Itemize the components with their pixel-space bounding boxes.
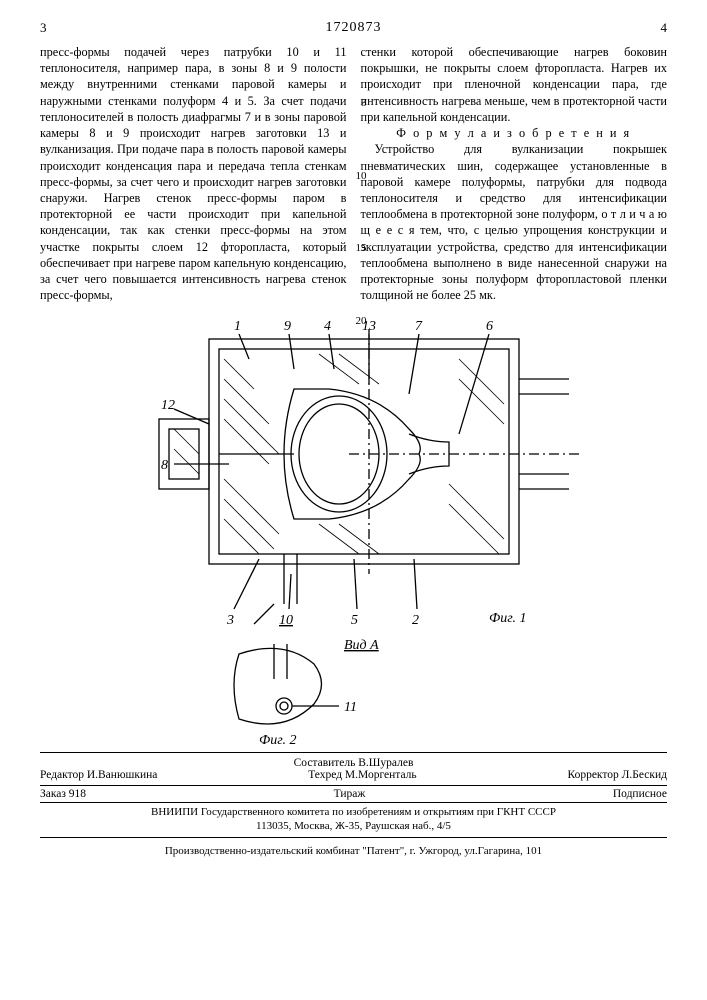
- right-bottom-text: Устройство для вулканизации покрышек пне…: [361, 141, 668, 303]
- label-3: 3: [226, 613, 234, 628]
- vniip-block: ВНИИПИ Государственного комитета по изоб…: [40, 805, 667, 834]
- subscription: Подписное: [613, 788, 667, 800]
- label-9: 9: [284, 319, 291, 334]
- label-4: 4: [324, 319, 331, 334]
- figures-block: 1 9 4 13 7 6 12 8 3 10 5 2 Фиг. 1: [40, 314, 667, 744]
- printer-line: Производственно-издательский комбинат "П…: [40, 844, 667, 858]
- ln-10: 10: [353, 169, 367, 184]
- credits-block: Составитель В.Шуралев Редактор И.Ванюшки…: [40, 752, 667, 786]
- corrector: Корректор Л.Бескид: [567, 769, 667, 781]
- label-12: 12: [161, 398, 175, 413]
- label-10: 10: [279, 613, 293, 628]
- label-2: 2: [412, 613, 419, 628]
- line-numbers: 5 10 15 20: [353, 44, 367, 328]
- label-6: 6: [486, 319, 493, 334]
- order-row: Заказ 918 Тираж Подписное: [40, 786, 667, 803]
- page-header: 3 1720873 4: [40, 20, 667, 36]
- patent-page: 3 1720873 4 пресс-формы подачей через па…: [0, 0, 707, 1000]
- label-8: 8: [161, 458, 168, 473]
- label-11: 11: [344, 700, 357, 715]
- ln-20: 20: [353, 314, 367, 329]
- order-number: Заказ 918: [40, 788, 86, 800]
- fig2-label: Фиг. 2: [259, 733, 297, 744]
- tirazh: Тираж: [334, 788, 366, 800]
- page-number-right: 4: [661, 20, 668, 36]
- text-columns: пресс-формы подачей через патрубки 10 и …: [40, 44, 667, 304]
- ln-15: 15: [353, 241, 367, 256]
- fig1-label: Фиг. 1: [489, 611, 527, 626]
- vid-a: Вид А: [344, 638, 379, 653]
- ln-5: 5: [353, 96, 367, 111]
- page-number-left: 3: [40, 20, 47, 36]
- patent-number: 1720873: [326, 20, 382, 36]
- vniip-line1: ВНИИПИ Государственного комитета по изоб…: [40, 805, 667, 819]
- left-column-text: пресс-формы подачей через патрубки 10 и …: [40, 44, 347, 304]
- figures-svg: 1 9 4 13 7 6 12 8 3 10 5 2 Фиг. 1: [119, 314, 589, 744]
- label-5: 5: [351, 613, 358, 628]
- left-column: пресс-формы подачей через патрубки 10 и …: [40, 44, 347, 304]
- vniip-line2: 113035, Москва, Ж-35, Раушская наб., 4/5: [40, 819, 667, 833]
- right-column: 5 10 15 20 стенки которой обеспечивающие…: [361, 44, 668, 304]
- formula-title: Ф о р м у л а и з о б р е т е н и я: [361, 125, 668, 141]
- editor: Редактор И.Ванюшкина: [40, 769, 157, 781]
- compiler: Составитель В.Шуралев: [40, 757, 667, 769]
- label-1: 1: [234, 319, 241, 334]
- tehred: Техред М.Моргенталь: [308, 769, 416, 781]
- right-top-text: стенки которой обеспечивающие нагрев бок…: [361, 44, 668, 125]
- label-7: 7: [415, 319, 423, 334]
